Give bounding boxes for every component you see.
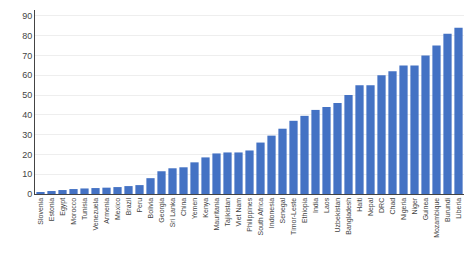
svg-text:Bolivia: Bolivia [147, 198, 154, 219]
svg-text:Chad: Chad [389, 198, 396, 215]
svg-text:80: 80 [22, 31, 32, 41]
svg-text:Kenya: Kenya [202, 198, 210, 218]
svg-text:Yemen: Yemen [191, 198, 198, 220]
svg-text:Burundi: Burundi [444, 197, 451, 222]
svg-text:Nigeria: Nigeria [400, 198, 408, 220]
svg-text:Liberia: Liberia [455, 198, 462, 219]
svg-text:Senegal: Senegal [279, 197, 287, 223]
svg-text:Ethiopia: Ethiopia [301, 198, 309, 223]
svg-text:Uzbekistan: Uzbekistan [334, 198, 341, 233]
svg-text:Mexico: Mexico [114, 198, 121, 220]
svg-text:South Africa: South Africa [257, 198, 264, 236]
svg-text:Venezuela: Venezuela [92, 198, 99, 231]
svg-text:Bangladesh: Bangladesh [345, 198, 353, 235]
svg-text:90: 90 [22, 11, 32, 21]
svg-text:30: 30 [22, 130, 32, 140]
svg-text:Tunisia: Tunisia [81, 198, 88, 220]
svg-text:Georgia: Georgia [158, 198, 166, 223]
svg-text:0: 0 [27, 189, 32, 199]
svg-text:10: 10 [22, 169, 32, 179]
svg-text:20: 20 [22, 150, 32, 160]
svg-text:Peru: Peru [136, 198, 143, 213]
svg-text:Guinea: Guinea [422, 198, 429, 221]
svg-text:40: 40 [22, 110, 32, 120]
svg-text:Niger: Niger [411, 197, 419, 214]
svg-text:Estonia: Estonia [48, 198, 55, 221]
svg-text:Brazil: Brazil [125, 197, 132, 215]
svg-text:DRC: DRC [378, 198, 385, 213]
svg-text:Viet Nam: Viet Nam [235, 198, 242, 227]
svg-text:Egypt: Egypt [59, 198, 67, 216]
svg-text:50: 50 [22, 90, 32, 100]
svg-text:Mauritania: Mauritania [213, 198, 220, 231]
svg-text:Mozambique: Mozambique [433, 198, 441, 238]
svg-text:India: India [312, 198, 319, 213]
svg-text:70: 70 [22, 51, 32, 61]
svg-text:Nepal: Nepal [367, 197, 375, 216]
svg-text:Armenia: Armenia [103, 198, 110, 224]
svg-text:Morocco: Morocco [70, 198, 77, 225]
svg-text:Indonesia: Indonesia [268, 198, 275, 228]
svg-text:60: 60 [22, 70, 32, 80]
svg-text:China: China [180, 198, 187, 216]
svg-text:Slovenia: Slovenia [37, 198, 44, 225]
svg-text:Tajikistan: Tajikistan [224, 198, 232, 227]
svg-text:Sri Lanka: Sri Lanka [169, 198, 176, 228]
svg-text:Philippines: Philippines [246, 197, 254, 231]
svg-text:Haiti: Haiti [356, 197, 363, 211]
svg-text:Timor-Leste: Timor-Leste [290, 198, 297, 235]
svg-text:Laos: Laos [323, 197, 330, 213]
